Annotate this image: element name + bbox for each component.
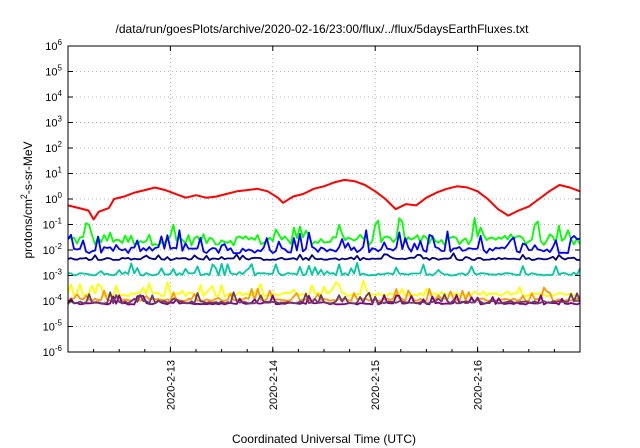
y-tick-exponent: -1 [55,217,63,226]
x-tick-label: 2020-2-14 [268,360,280,410]
y-tick-exponent: -3 [55,268,63,277]
y-tick-exponent: 6 [58,38,63,47]
y-tick-base: 10 [45,41,57,53]
y-tick-exponent: 5 [58,64,63,73]
series-line-2 [67,217,581,247]
y-axis-label-main: protons/cm [21,199,35,258]
y-tick-label: 10-5 [43,319,63,334]
y-tick-exponent: -4 [55,293,63,302]
y-axis-label-sup: 2 [19,194,29,199]
y-tick-base: 10 [45,118,57,130]
y-tick-label: 10-6 [43,344,63,359]
y-tick-base: 10 [45,143,57,155]
y-tick-label: 10-2 [43,242,63,257]
y-tick-base: 10 [45,67,57,79]
x-tick-label: 2020-2-13 [165,360,177,410]
y-tick-exponent: -2 [55,242,63,251]
y-tick-exponent: 1 [58,166,63,175]
chart-title: /data/run/goesPlots/archive/2020-02-16/2… [116,22,530,36]
series-line-1 [67,178,581,221]
y-tick-exponent: 4 [58,89,63,98]
y-tick-label: 10-3 [43,268,63,283]
y-tick-base: 10 [43,296,55,308]
y-tick-base: 10 [43,347,55,359]
y-tick-exponent: -5 [55,319,63,328]
y-tick-label: 105 [45,64,62,79]
y-tick-exponent: 2 [58,140,63,149]
y-tick-label: 101 [45,166,62,181]
series-line-9 [67,291,581,305]
x-tick-label: 2020-2-16 [473,360,485,410]
y-tick-label: 100 [45,191,62,206]
y-tick-base: 10 [43,245,55,257]
y-tick-base: 10 [45,194,57,206]
y-tick-base: 10 [43,322,55,334]
series-line-3 [67,229,581,255]
y-axis-label: protons/cm2-s-sr-MeV [19,141,35,258]
y-tick-exponent: 3 [58,115,63,124]
y-axis-label-rest: -s-sr-MeV [21,141,35,194]
y-tick-exponent: -6 [55,344,63,353]
x-tick-label: 2020-2-15 [370,360,382,410]
series-line-6 [67,279,581,298]
series-line-4 [67,252,581,262]
series-line-5 [67,262,581,277]
y-tick-label: 103 [45,115,62,130]
y-tick-label: 104 [45,89,62,104]
y-tick-label: 10-1 [43,217,63,232]
y-tick-label: 106 [45,38,62,53]
series-layer [67,178,581,306]
y-axis: 10-610-510-410-310-210-11001011021031041… [43,38,580,359]
x-axis: 2020-2-13 2020-2-14 2020-2-15 2020-2-16 [67,46,581,410]
y-tick-base: 10 [43,220,55,232]
x-axis-label: Coordinated Universal Time (UTC) [232,432,416,446]
y-tick-label: 102 [45,140,62,155]
grid [68,46,580,352]
y-tick-base: 10 [43,271,55,283]
y-tick-base: 10 [45,92,57,104]
y-tick-exponent: 0 [58,191,63,200]
y-tick-base: 10 [45,169,57,181]
y-tick-label: 10-4 [43,293,63,308]
